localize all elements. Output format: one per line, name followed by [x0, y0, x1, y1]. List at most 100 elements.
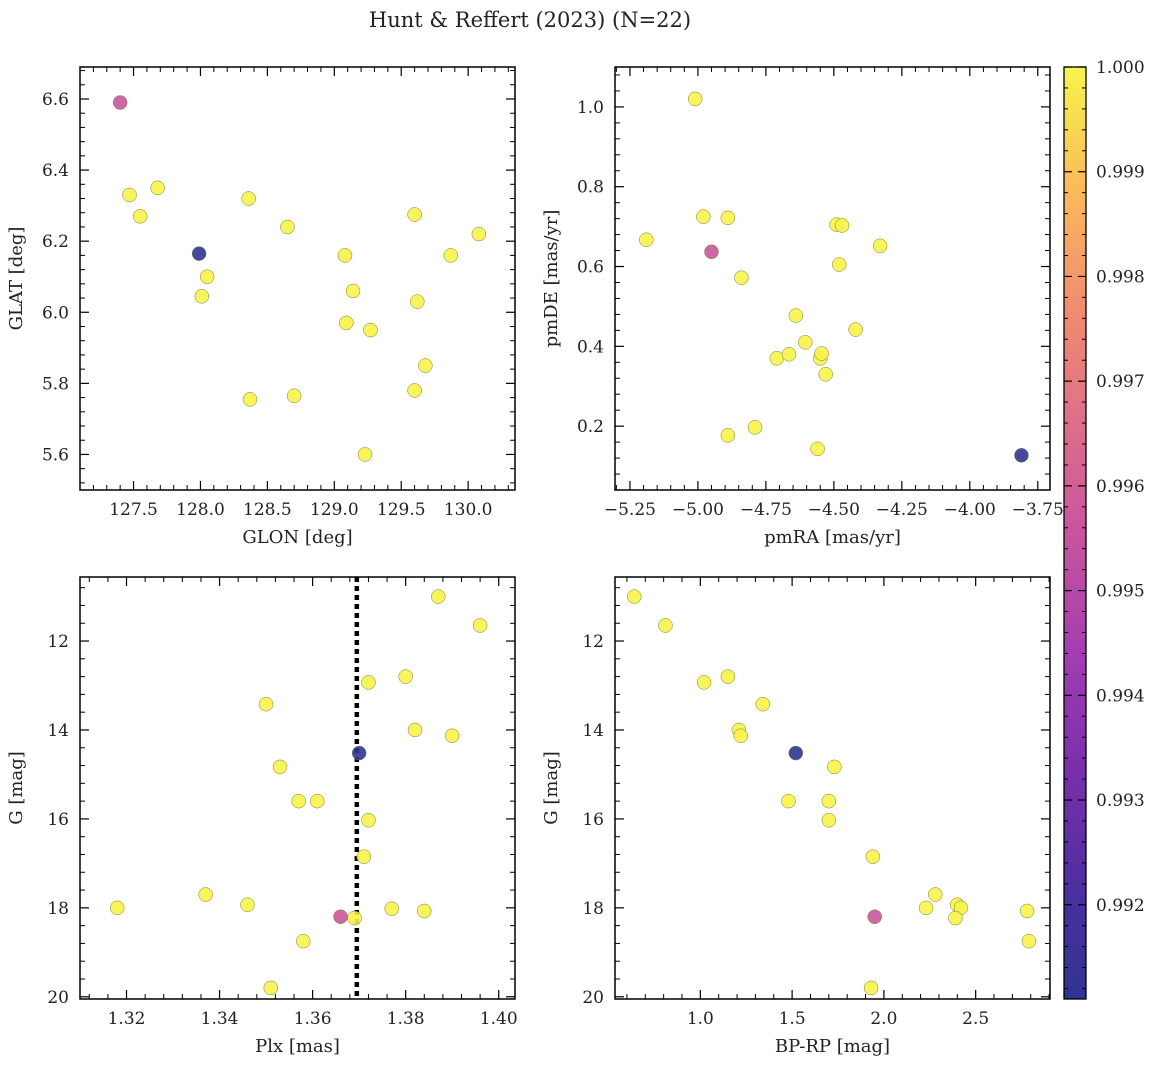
y-tick-label: 16 — [582, 810, 604, 830]
data-point — [194, 289, 210, 304]
x-tick-label: 127.5 — [109, 500, 158, 520]
panel-glon-glat: 127.5 128.0 128.5 129.0 129.5 130.0 5.6 5.8 6.0 6… — [6, 66, 516, 548]
axes-frame — [79, 66, 516, 491]
y-tick-label: 6.0 — [42, 303, 69, 323]
y-tick-label: 6.4 — [42, 161, 69, 181]
y-tick-label: 20 — [582, 988, 604, 1008]
data-point — [109, 900, 125, 916]
data-point — [418, 358, 433, 373]
data-point — [928, 887, 943, 902]
data-point — [240, 897, 255, 912]
panel-plx-g: 1.32 1.34 1.36 1.38 1.40 12 14 16 18 20 Plx [mas] G… — [6, 576, 518, 1057]
data-point — [198, 887, 213, 902]
y-axis-label: pmDE [mas/yr] — [541, 210, 562, 348]
data-point — [821, 793, 837, 809]
panel-pmra-pmde: −5.25 −5.00 −4.75 −4.50 −4.25 −4.00 −3.75 0.2 0.… — [541, 66, 1064, 548]
data-point — [867, 909, 882, 924]
x-tick-label: −5.00 — [672, 500, 724, 520]
colorbar-tick-label: 0.992 — [1096, 896, 1145, 916]
data-point — [788, 308, 804, 323]
x-tick-label: −3.75 — [1012, 500, 1064, 520]
data-point — [384, 901, 399, 916]
data-point — [410, 294, 425, 309]
data-point — [199, 269, 215, 284]
x-axis-label: BP-RP [mag] — [775, 1036, 890, 1057]
panel-bprp-g: 1.0 1.5 2.0 2.5 12 14 16 18 20 BP-RP [mag] G [mag] — [541, 576, 1051, 1057]
colorbar-tick-label: 0.997 — [1096, 372, 1145, 392]
x-tick-label: 1.38 — [387, 1009, 425, 1029]
x-axis-label: GLON [deg] — [242, 527, 352, 548]
x-tick-label: 1.40 — [480, 1009, 518, 1029]
data-point — [832, 257, 847, 272]
y-tick-label: 0.2 — [577, 417, 604, 437]
data-point — [398, 669, 413, 684]
colorbar-tick-label: 0.998 — [1096, 267, 1145, 287]
data-point — [827, 759, 842, 775]
data-point — [347, 910, 362, 926]
data-point — [286, 388, 302, 404]
colorbar-tick-label: 0.996 — [1096, 477, 1145, 497]
data-point — [263, 980, 278, 996]
colorbar-gradient — [1063, 66, 1087, 1000]
data-point — [1019, 903, 1035, 919]
data-point — [242, 392, 258, 407]
data-point — [798, 335, 813, 350]
colorbar: 0.992 0.993 0.994 0.995 0.996 0.997 0.998 0.999… — [1063, 58, 1145, 1000]
data-point — [696, 209, 711, 224]
data-point — [357, 447, 373, 462]
data-point — [363, 322, 378, 338]
x-axis-label: pmRA [mas/yr] — [764, 527, 901, 548]
data-point — [112, 95, 128, 110]
x-tick-label: 128.0 — [176, 500, 225, 520]
axes-frame — [614, 576, 1051, 1000]
axes-frame — [79, 576, 516, 1000]
data-point — [417, 903, 432, 919]
data-point — [471, 226, 487, 242]
data-point — [291, 793, 306, 809]
colorbar-tick-label: 1.000 — [1096, 58, 1145, 78]
data-point — [191, 246, 207, 261]
data-point — [821, 812, 837, 828]
x-tick-label: 1.32 — [108, 1009, 146, 1029]
data-point — [639, 232, 654, 248]
x-tick-label: 129.5 — [377, 500, 426, 520]
y-tick-label: 0.4 — [577, 337, 604, 357]
data-point — [948, 910, 963, 926]
data-point — [444, 728, 460, 744]
data-point — [658, 618, 673, 633]
y-axis-label: GLAT [deg] — [6, 227, 27, 331]
data-point — [333, 909, 348, 924]
x-tick-label: 1.34 — [201, 1009, 239, 1029]
data-point — [769, 351, 785, 366]
x-axis-label: Plx [mas] — [255, 1036, 340, 1057]
y-tick-label: 12 — [582, 632, 604, 652]
y-tick-label: 6.2 — [42, 232, 69, 252]
data-point — [814, 346, 829, 361]
data-point — [443, 248, 459, 263]
y-tick-label: 14 — [582, 721, 604, 741]
data-point — [407, 207, 422, 222]
data-point — [848, 322, 863, 337]
data-point — [361, 675, 376, 690]
figure-title: Hunt & Reffert (2023) (N=22) — [369, 8, 691, 32]
y-tick-label: 0.6 — [577, 258, 604, 278]
data-point — [918, 900, 934, 916]
data-point — [430, 589, 446, 604]
data-point — [788, 745, 804, 761]
y-tick-label: 20 — [47, 988, 69, 1008]
data-point — [865, 849, 881, 864]
x-tick-label: 1.36 — [294, 1009, 332, 1029]
data-point — [258, 696, 274, 712]
data-point — [241, 191, 256, 206]
data-point — [1021, 933, 1037, 949]
y-tick-label: 18 — [47, 899, 69, 919]
y-tick-label: 14 — [47, 721, 69, 741]
y-tick-label: 1.0 — [577, 98, 604, 118]
x-tick-label: −4.25 — [876, 500, 928, 520]
x-tick-label: 129.0 — [310, 500, 359, 520]
colorbar-tick-label: 0.995 — [1096, 582, 1145, 602]
x-tick-label: −4.00 — [944, 500, 996, 520]
y-tick-label: 6.6 — [42, 90, 69, 110]
y-tick-label: 16 — [47, 810, 69, 830]
